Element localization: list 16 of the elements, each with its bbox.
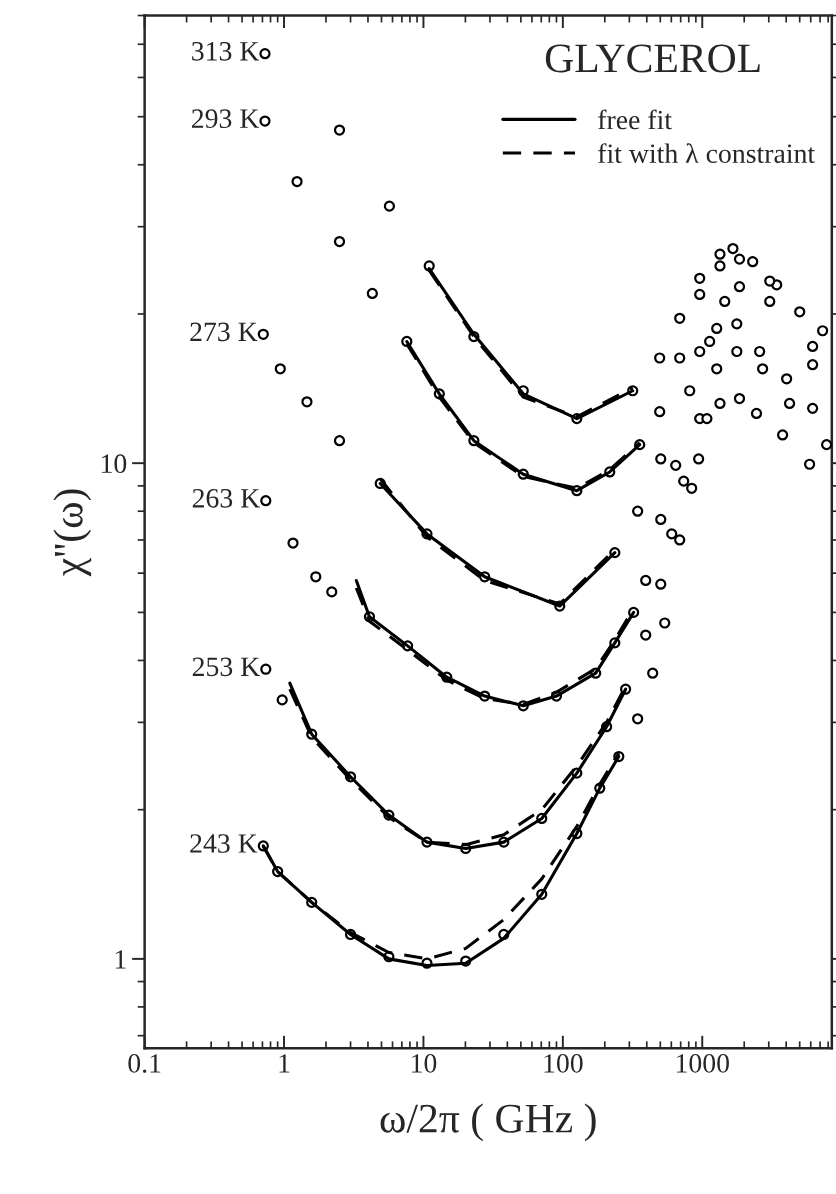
x-tick-label: 0.1 — [128, 1054, 161, 1073]
text: GLYCEROL — [545, 44, 760, 73]
annotation: 313 K — [192, 41, 260, 61]
annotation: 253 K — [192, 657, 260, 677]
annotation: 243 K — [190, 834, 258, 853]
x-axis-title: ω/2π ( GHz ) — [380, 1103, 596, 1142]
legend-label: fit with λ constraint — [598, 143, 815, 164]
x-tick-label: 1 — [279, 1054, 290, 1073]
annotation: 273 K — [190, 322, 258, 342]
legend-label: free fit — [598, 109, 672, 130]
x-tick-label: 10 — [412, 1054, 437, 1073]
annotation: 263 K — [192, 489, 260, 508]
x-tick-label: 100 — [544, 1054, 583, 1073]
y-axis-title: χ''(ω) — [53, 489, 92, 577]
annotation: 293 K — [191, 109, 260, 129]
x-tick-label: 1000 — [676, 1054, 729, 1073]
